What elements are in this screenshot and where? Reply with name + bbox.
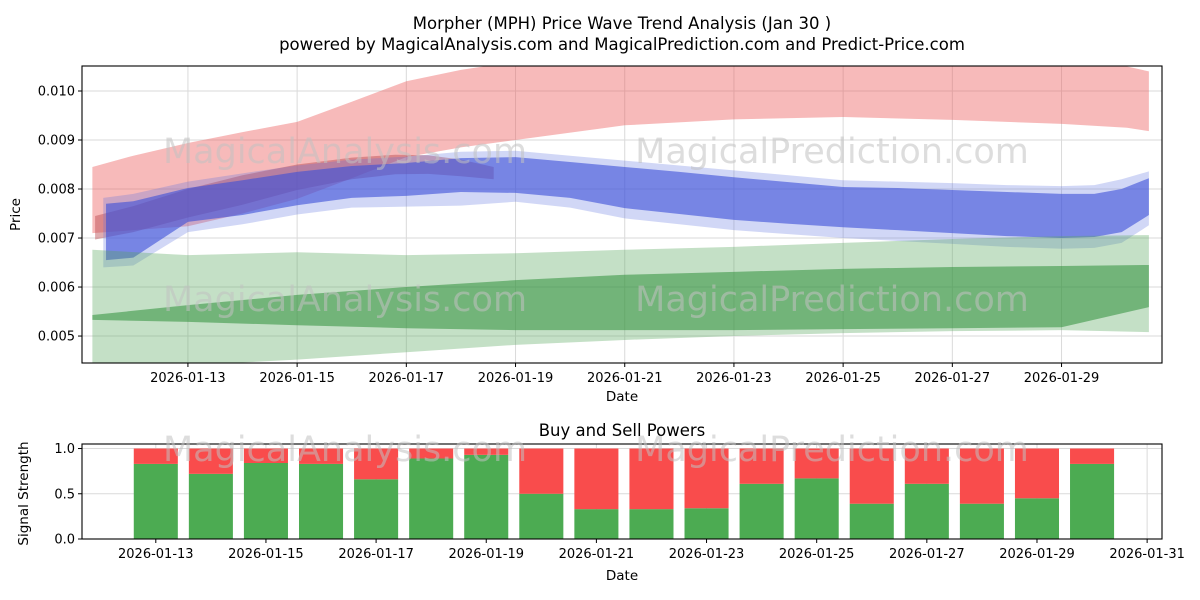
x-tick-label: 2026-01-15: [228, 547, 304, 562]
price-chart-title: Morpher (MPH) Price Wave Trend Analysis …: [412, 14, 832, 33]
y-tick-label: 0.008: [38, 183, 75, 198]
bar-sell: [904, 448, 949, 484]
bar-buy: [188, 473, 233, 539]
plot-frame: [81, 65, 1163, 364]
x-tick-label: 2026-01-15: [259, 371, 335, 386]
price-xaxis-label: Date: [606, 389, 638, 405]
band-support-fan-core: [92, 264, 1149, 331]
bar-buy: [739, 483, 784, 539]
x-tick-label: 2026-01-23: [669, 547, 745, 562]
bar-buy: [1070, 463, 1115, 539]
x-tick-label: 2026-01-27: [915, 371, 991, 386]
x-tick-label: 2026-01-21: [559, 547, 635, 562]
bar-buy: [133, 463, 178, 539]
x-tick-label: 2026-01-31: [1109, 547, 1185, 562]
y-tick-label: 0.010: [38, 84, 75, 99]
bar-buy: [354, 479, 399, 539]
x-tick-label: 2026-01-17: [369, 371, 445, 386]
bar-sell: [188, 448, 233, 474]
bar-buy: [298, 463, 344, 539]
price-chart-subtitle: powered by MagicalAnalysis.com and Magic…: [279, 35, 965, 54]
bar-buy: [409, 458, 454, 539]
bar-sell: [794, 448, 839, 479]
powers-xaxis-label: Date: [606, 568, 638, 584]
x-tick-label: 2026-01-25: [779, 547, 855, 562]
x-tick-label: 2026-01-19: [448, 547, 524, 562]
bar-buy: [684, 508, 729, 539]
bar-sell: [243, 448, 288, 463]
y-tick-label: 0.005: [38, 330, 75, 345]
bar-sell: [409, 448, 454, 459]
powers-chart-title: Buy and Sell Powers: [538, 421, 706, 440]
bar-sell: [959, 448, 1004, 504]
bar-buy: [1014, 498, 1060, 539]
x-tick-label: 2026-01-29: [1024, 371, 1100, 386]
bar-sell: [1070, 448, 1115, 464]
bar-sell: [519, 448, 564, 494]
plot-frame: [81, 443, 1163, 540]
band-price-fan-core: [106, 157, 1149, 261]
band-resistance-fan-outer: [92, 66, 1149, 234]
x-tick-label: 2026-01-13: [118, 547, 194, 562]
bar-buy: [243, 463, 288, 539]
bar-buy: [794, 478, 839, 539]
bar-buy: [464, 454, 509, 539]
bar-buy: [959, 503, 1004, 539]
x-tick-label: 2026-01-17: [338, 547, 414, 562]
bar-buy: [629, 509, 674, 539]
bar-sell: [574, 448, 619, 510]
bar-sell: [298, 448, 344, 464]
x-tick-label: 2026-01-23: [696, 371, 772, 386]
bar-buy: [519, 493, 564, 539]
y-tick-label: 0.006: [38, 281, 75, 296]
bar-sell: [849, 448, 894, 504]
x-tick-label: 2026-01-27: [889, 547, 965, 562]
bar-sell: [739, 448, 784, 484]
x-tick-label: 2026-01-29: [999, 547, 1075, 562]
y-tick-label: 0.007: [38, 232, 75, 247]
bar-sell: [1014, 448, 1060, 499]
y-tick-label: 1.0: [54, 442, 75, 457]
bar-buy: [849, 503, 894, 539]
y-tick-label: 0.009: [38, 134, 75, 149]
bar-buy: [904, 483, 949, 539]
bar-sell: [133, 448, 178, 464]
x-tick-label: 2026-01-25: [805, 371, 881, 386]
bar-sell: [629, 448, 674, 510]
x-tick-label: 2026-01-21: [587, 371, 663, 386]
powers-yaxis-label: Signal Strength: [16, 441, 32, 545]
bar-buy: [574, 509, 619, 539]
y-tick-label: 0.5: [54, 487, 75, 502]
x-tick-label: 2026-01-19: [478, 371, 554, 386]
price-yaxis-label: Price: [8, 198, 24, 231]
bar-sell: [684, 448, 729, 509]
bar-sell: [464, 448, 509, 455]
bar-sell: [354, 448, 399, 480]
y-tick-label: 0.0: [54, 533, 75, 548]
x-tick-label: 2026-01-13: [150, 371, 226, 386]
